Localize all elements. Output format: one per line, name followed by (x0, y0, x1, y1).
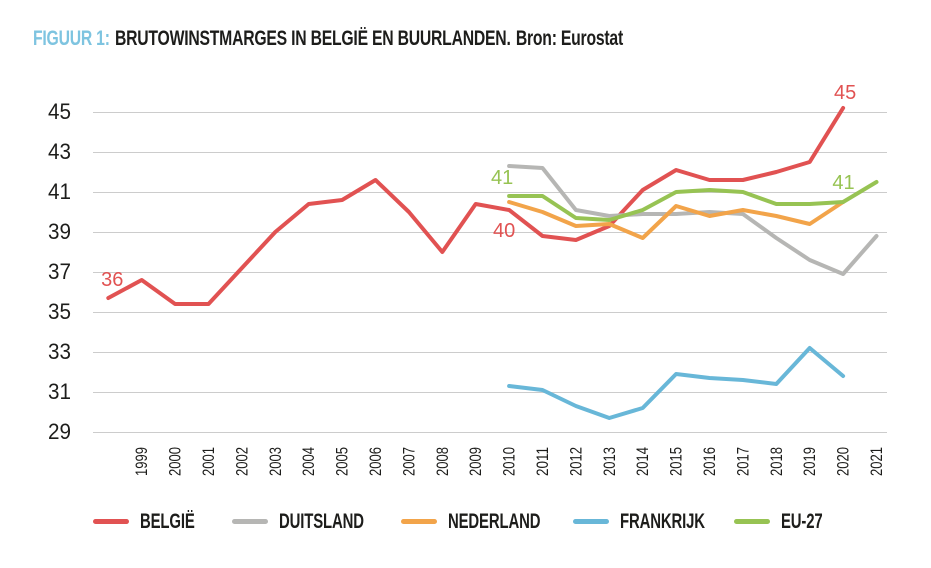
legend-item-eu-27: EU-27 (734, 509, 840, 533)
legend-label-duitsland: DUITSLAND (279, 509, 364, 533)
y-tick-label: 35 (48, 299, 71, 324)
legend-swatch-nederland (401, 519, 437, 524)
figure-title: FIGUUR 1: BRUTOWINSTMARGES IN BELGIË EN B… (33, 27, 623, 51)
x-tick-label: 1999 (132, 447, 151, 476)
y-tick-label: 31 (48, 379, 71, 404)
x-tick-label: 2013 (600, 447, 619, 476)
legend-item-frankrijk: FRANKRIJK (573, 509, 740, 533)
legend-swatch-frankrijk (573, 519, 609, 524)
y-tick-label: 39 (48, 219, 71, 244)
legend-label-nederland: NEDERLAND (448, 509, 541, 533)
data-label-belgie-2010: 40 (493, 220, 515, 242)
x-tick-label: 2000 (166, 447, 185, 476)
x-tick-label: 2011 (533, 447, 552, 476)
x-tick-label: 2019 (800, 447, 819, 476)
data-label-belgie-2020: 45 (834, 82, 856, 104)
legend-item-belgie: BELGIË (93, 509, 217, 533)
x-tick-label: 2018 (767, 447, 786, 476)
x-tick-label: 2015 (667, 447, 686, 476)
x-tick-label: 2005 (333, 447, 352, 476)
x-tick-label: 2021 (867, 447, 886, 476)
legend-item-duitsland: DUITSLAND (232, 509, 399, 533)
x-tick-label: 2014 (633, 447, 652, 476)
x-tick-label: 2016 (700, 447, 719, 476)
figure-title-prefix: FIGUUR 1: (33, 27, 110, 50)
x-tick-label: 2004 (299, 447, 318, 476)
series-line-belgie (106, 106, 846, 306)
x-tick-label: 2002 (232, 447, 251, 476)
y-tick-label: 45 (48, 99, 71, 124)
data-label-eu-27-2010: 41 (491, 167, 513, 189)
y-tick-label: 33 (48, 339, 71, 364)
x-tick-label: 2010 (500, 447, 519, 476)
x-tick-label: 2006 (366, 447, 385, 476)
legend-label-belgie: BELGIË (140, 509, 195, 533)
x-tick-label: 2012 (566, 447, 585, 476)
legend-swatch-duitsland (232, 519, 268, 524)
legend-item-nederland: NEDERLAND (401, 509, 578, 533)
x-tick-label: 2007 (399, 447, 418, 476)
x-tick-label: 2003 (266, 447, 285, 476)
x-tick-label: 2001 (199, 447, 218, 476)
x-tick-label: 2009 (466, 447, 485, 476)
series-line-nederland (507, 200, 846, 240)
legend-swatch-eu-27 (734, 519, 770, 524)
x-tick-label: 2008 (433, 447, 452, 476)
y-tick-label: 43 (48, 139, 71, 164)
series-line-eu-27 (507, 180, 879, 222)
y-tick-label: 37 (48, 259, 71, 284)
figure-title-main: BRUTOWINSTMARGES IN BELGIË EN BUURLANDEN… (114, 27, 511, 50)
data-label-belgie-1998: 36 (101, 269, 123, 291)
y-tick-label: 41 (48, 179, 71, 204)
figure-title-source: Bron: Eurostat (515, 27, 623, 50)
y-tick-label: 29 (48, 419, 71, 444)
data-label-eu-27-2021: 41 (832, 172, 854, 194)
legend-label-eu-27: EU-27 (781, 509, 823, 533)
x-tick-label: 2020 (834, 447, 853, 476)
legend-label-frankrijk: FRANKRIJK (620, 509, 705, 533)
legend-swatch-belgie (93, 519, 129, 524)
x-tick-label: 2017 (733, 447, 752, 476)
series-line-frankrijk (507, 346, 846, 420)
